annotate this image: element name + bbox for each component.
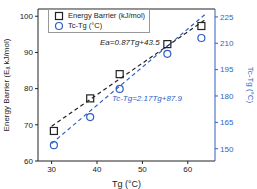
svg-text:180: 180 bbox=[220, 92, 234, 101]
html-text:Tc-Tg (°C): Tc-Tg (°C) bbox=[68, 21, 103, 30]
svg-text:40: 40 bbox=[93, 165, 102, 174]
svg-text:70: 70 bbox=[24, 121, 33, 130]
svg-text:225: 225 bbox=[220, 13, 234, 22]
svg-text:60: 60 bbox=[183, 165, 192, 174]
html-text:Energy Barrier (kJ/mol): Energy Barrier (kJ/mol) bbox=[68, 11, 146, 20]
svg-text:80: 80 bbox=[24, 84, 33, 93]
svg-text:50: 50 bbox=[138, 165, 147, 174]
svg-text:210: 210 bbox=[220, 39, 234, 48]
svg-text:60: 60 bbox=[24, 157, 33, 166]
svg-text:165: 165 bbox=[220, 118, 234, 127]
svg-text:150: 150 bbox=[220, 145, 234, 154]
svg-text:90: 90 bbox=[24, 48, 33, 57]
html-text:Ea=0.87Tg+43.5: Ea=0.87Tg+43.5 bbox=[100, 38, 160, 47]
svg-text:Tg (°C): Tg (°C) bbox=[112, 179, 141, 189]
svg-text:Energy Barrier (Eₐ kJ/mol): Energy Barrier (Eₐ kJ/mol) bbox=[8, 38, 11, 131]
svg-text:195: 195 bbox=[220, 65, 234, 74]
svg-text:30: 30 bbox=[47, 165, 56, 174]
svg-text:Tc-Tg (°C): Tc-Tg (°C) bbox=[246, 67, 249, 104]
svg-text:100: 100 bbox=[20, 12, 34, 21]
html-text:Tc-Tg=2.17Tg+87.9: Tc-Tg=2.17Tg+87.9 bbox=[112, 94, 182, 103]
